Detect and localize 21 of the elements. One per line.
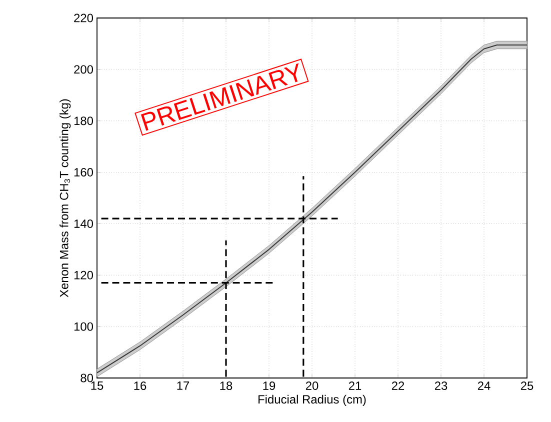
y-tick-label: 220 [74, 14, 94, 22]
x-tick-label: 23 [434, 382, 448, 390]
y-tick-label: 100 [74, 322, 94, 331]
x-tick-label: 24 [478, 382, 490, 390]
x-tick-label: 16 [134, 382, 146, 390]
y-axis-title: Xenon Mass from CH$_{3}$T counting (kg) [60, 99, 71, 298]
y-tick-label: 120 [74, 270, 94, 280]
x-tick-label: 19 [263, 382, 276, 390]
x-tick-label: 21 [348, 382, 362, 390]
y-tick-label: 140 [74, 219, 94, 228]
x-tick-label: 22 [392, 382, 404, 390]
y-tick-label: 80 [80, 374, 94, 382]
x-tick-label: 17 [177, 382, 190, 390]
x-tick-label: 18 [220, 382, 232, 390]
x-tick-label: 15 [91, 382, 104, 390]
x-axis-title: Fiducial Radius (cm) [258, 394, 366, 406]
x-tick-label: 25 [520, 382, 534, 390]
x-tick-label: 20 [306, 382, 318, 390]
y-tick-label: 200 [74, 65, 94, 74]
y-tick-label: 180 [74, 116, 94, 126]
y-tick-label: 160 [74, 168, 94, 177]
